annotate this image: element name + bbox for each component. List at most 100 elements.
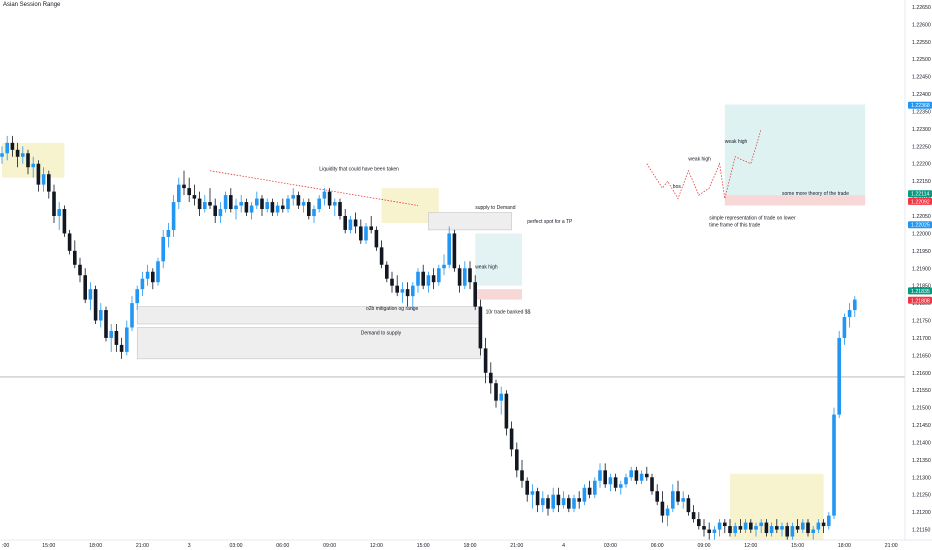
candle [494, 379, 498, 408]
price-tick-label: 1.21750 [912, 319, 931, 325]
candle-body [431, 275, 436, 283]
candle-body [801, 522, 805, 530]
price-tick-label: 1.21900 [912, 266, 931, 272]
candle-body [515, 449, 519, 471]
candle [551, 487, 555, 513]
candle-body [754, 526, 758, 530]
candle-body [327, 191, 332, 206]
liquidity-line [209, 170, 419, 206]
candle [0, 146, 4, 164]
candle-body [223, 195, 228, 210]
candle-body [478, 306, 483, 349]
candle-body [426, 275, 431, 286]
candle-body [639, 473, 644, 481]
candle-body [145, 271, 150, 279]
candle-body [619, 484, 623, 488]
price-tick-label: 1.22000 [912, 231, 931, 237]
candle [234, 198, 238, 220]
candle-body [681, 498, 685, 502]
candle [837, 330, 841, 419]
candle [31, 156, 35, 178]
candle [816, 519, 821, 534]
candle-body [728, 526, 732, 534]
candle-body [847, 310, 852, 318]
zone-3 [475, 233, 522, 286]
candle [515, 442, 519, 478]
price-tick-label: 1.21700 [912, 336, 931, 342]
candle-body [790, 526, 795, 537]
candle-body [738, 526, 743, 530]
candle [369, 216, 373, 234]
candle-body [390, 278, 394, 286]
candle [109, 324, 113, 352]
candle [26, 149, 30, 175]
candle-body [197, 198, 202, 210]
time-axis[interactable]: :00 15:00 18:00 21:00 3 03:00 06:00 09:00 12:00 1… [0, 539, 932, 550]
candle-body [489, 372, 493, 384]
candle-body [99, 310, 103, 321]
candle [5, 135, 9, 161]
candle-body [343, 216, 347, 230]
candle-body [561, 498, 566, 506]
candle-body [530, 491, 535, 495]
candle-body [369, 226, 373, 230]
candle-body [780, 526, 784, 530]
candle-body [395, 285, 399, 293]
candle-body [686, 498, 691, 513]
candle-body [171, 202, 176, 230]
candle [125, 320, 129, 356]
zone-4 [475, 289, 522, 300]
candle-body [712, 529, 717, 534]
candle [73, 240, 77, 269]
candle [411, 282, 415, 311]
price-badge-label: 1.22025 [911, 223, 930, 229]
price-badge-label: 1.22114 [911, 192, 929, 198]
candle-body [447, 233, 451, 265]
candle [166, 222, 171, 248]
candle-body [655, 491, 659, 502]
candle-body [509, 428, 514, 450]
time-tick-label: 06:00 [651, 543, 664, 549]
price-axis[interactable]: 1.22650 1.22600 1.22550 1.22500 1.22450 1.224… [904, 0, 932, 550]
price-badge-bg [908, 197, 932, 205]
price-badge: 1.22092 [908, 197, 932, 205]
candle-body [827, 515, 831, 527]
candle-body [286, 198, 290, 210]
candle-body [821, 522, 826, 527]
time-tick-label: 09:00 [698, 543, 711, 549]
candle-body [21, 153, 25, 157]
candle-body [166, 229, 171, 237]
zone-6 [136, 327, 481, 360]
price-tick-label: 1.22300 [912, 127, 931, 133]
candle-body [379, 247, 384, 265]
candle-body [483, 348, 488, 373]
candle [723, 519, 727, 534]
candle-body [177, 184, 181, 203]
candle [457, 264, 462, 293]
candle [790, 522, 795, 540]
candle-body [702, 526, 706, 530]
candle-body [182, 184, 186, 189]
annotation-label: Demand to supply [361, 330, 402, 336]
candle [171, 195, 176, 237]
candle-body [613, 477, 618, 488]
price-tick-label: 1.21950 [912, 249, 931, 255]
annotation-label: o2b mitigation og range [366, 306, 418, 312]
candle-body [717, 522, 722, 530]
candle [769, 522, 774, 537]
price-badge-bg [908, 190, 932, 198]
candle-body [603, 470, 607, 485]
time-tick-label: 15:00 [791, 543, 804, 549]
indicator-title[interactable]: Asian Session Range [3, 2, 61, 8]
price-tick-label: 1.22050 [912, 214, 931, 220]
candle [780, 522, 784, 537]
candle-body [322, 191, 327, 199]
lines-layer [0, 128, 905, 378]
candle-body [88, 289, 93, 300]
candle [452, 229, 457, 272]
candle [775, 519, 779, 534]
candle-body [468, 268, 472, 283]
candle-body [676, 491, 680, 502]
candle-body [723, 522, 727, 527]
